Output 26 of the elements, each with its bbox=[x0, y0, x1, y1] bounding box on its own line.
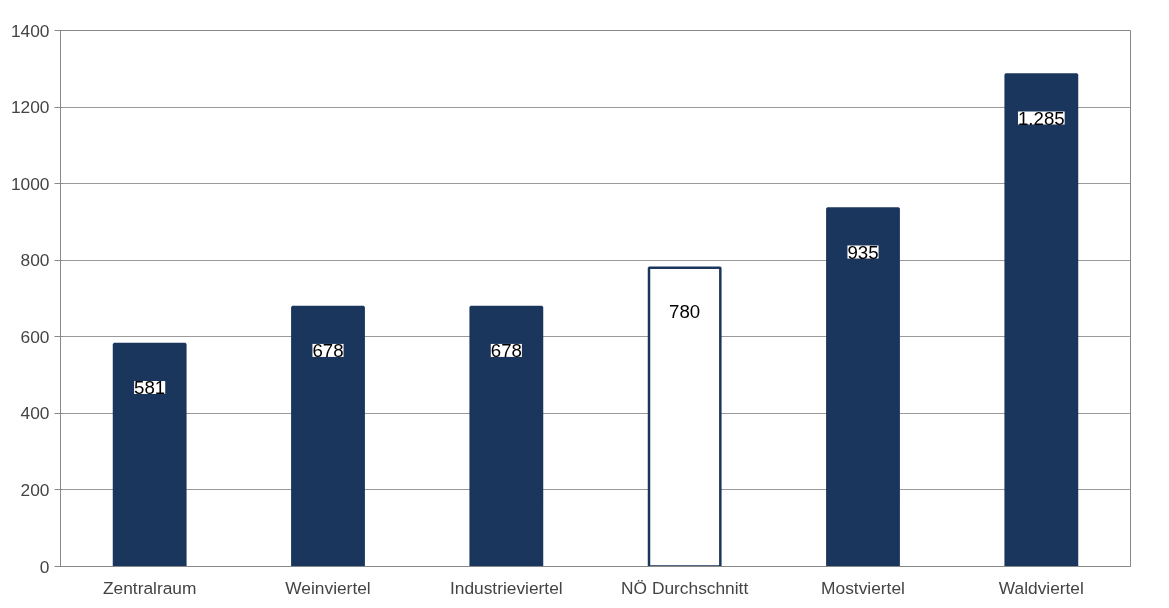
y-tick-label: 1400 bbox=[10, 20, 50, 41]
y-tick-label: 200 bbox=[20, 479, 50, 500]
y-tick-label: 600 bbox=[20, 326, 50, 347]
y-tick-label: 0 bbox=[39, 556, 50, 577]
x-tick-label: Mostviertel bbox=[821, 577, 905, 598]
bar bbox=[1004, 73, 1079, 567]
data-label: 678 bbox=[312, 339, 344, 361]
bar bbox=[826, 207, 900, 567]
x-tick-label: Industrieviertel bbox=[449, 577, 563, 598]
x-tick-label: Weinviertel bbox=[285, 577, 371, 598]
data-label: 581 bbox=[134, 377, 166, 399]
data-label: 780 bbox=[669, 300, 701, 322]
y-tick-label: 1000 bbox=[10, 173, 50, 194]
data-label: 678 bbox=[490, 339, 522, 361]
bar bbox=[291, 305, 365, 567]
data-label: 1.285 bbox=[1017, 107, 1065, 129]
x-tick-label: NÖ Durchschnitt bbox=[621, 577, 749, 598]
bar bbox=[647, 266, 722, 567]
bar bbox=[112, 342, 187, 567]
bar bbox=[469, 305, 544, 567]
data-label: 935 bbox=[847, 241, 879, 263]
x-tick-label: Zentralraum bbox=[102, 577, 197, 598]
y-tick-label: 1200 bbox=[10, 97, 50, 118]
x-tick-label: Waldviertel bbox=[998, 577, 1084, 598]
y-tick-label: 400 bbox=[20, 403, 50, 424]
y-tick-label: 800 bbox=[20, 250, 50, 271]
